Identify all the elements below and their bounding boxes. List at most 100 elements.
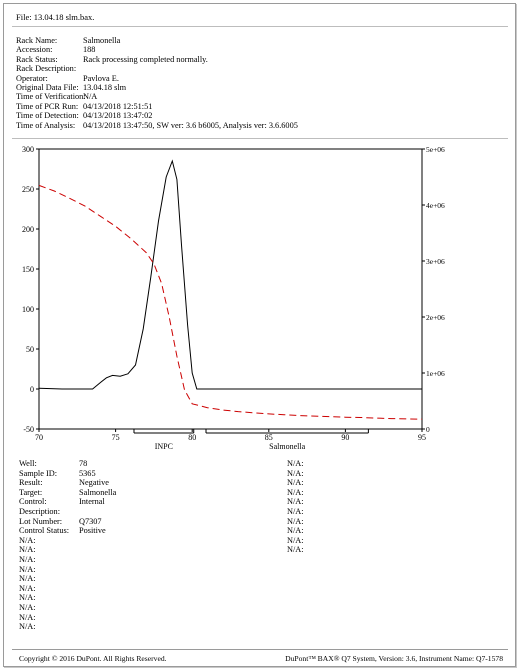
well-label: Lot Number: (19, 516, 63, 526)
well-row: N/A: (19, 622, 116, 632)
header-divider-bottom (12, 138, 508, 139)
well-info-right: N/A: N/A: N/A: N/A: N/A: N/A: N/A: N/A: N/A: N/A: (287, 459, 304, 555)
well-row: N/A: (19, 545, 116, 555)
info-label: Rack Name: (16, 36, 58, 45)
well-value: Q7307 (79, 516, 102, 526)
y-tick-label: -50 (23, 425, 34, 434)
well-value: Negative (79, 478, 109, 488)
well-label: N/A: (19, 564, 36, 574)
well-right-label: N/A: (287, 497, 304, 507)
well-row: Control Status: Positive (19, 526, 116, 536)
well-row: N/A: (19, 536, 116, 546)
y2-tick-label: 0 (426, 425, 430, 434)
well-row: Result: Negative (19, 478, 116, 488)
well-right-label: N/A: (287, 516, 304, 526)
info-row: Time of Analysis: 04/13/2018 13:47:50, SW… (16, 121, 298, 130)
well-row: Well: 78 (19, 459, 116, 469)
well-value: 5365 (79, 468, 96, 478)
file-name: File: 13.04.18 slm.bax. (16, 12, 95, 22)
well-right-label: N/A: (287, 468, 304, 478)
info-label: Rack Description: (16, 64, 77, 74)
well-right-label: N/A: (287, 487, 304, 497)
melt-curve-chart: 70 75 80 85 90 95 300 250 200 150 100 50 0 -50 5e+06 4e… (22, 145, 445, 451)
well-info-left: Well: 78 Sample ID: 5365 Result: Negative Targ… (19, 459, 116, 632)
well-label: N/A: (19, 554, 36, 564)
info-row: Rack Name: Salmonella (16, 36, 298, 45)
well-row: Sample ID: 5365 (19, 469, 116, 479)
y2-tick-label: 1e+06 (426, 369, 445, 378)
x-tick-label: 85 (265, 433, 273, 442)
info-value: 04/13/2018 13:47:02 (83, 111, 153, 121)
well-right-label: N/A: (287, 535, 304, 545)
plot-frame (38, 148, 423, 430)
well-label: N/A: (19, 593, 36, 603)
well-right-label: N/A: (287, 526, 304, 536)
x-tick-label: 70 (35, 433, 43, 442)
well-right-label: N/A: (287, 545, 304, 555)
info-label: Time of Analysis: (16, 120, 76, 130)
y-tick-label: 50 (26, 345, 34, 354)
info-label: Accession: (16, 45, 53, 55)
info-value: N/A (83, 92, 98, 102)
well-row: N/A: (19, 565, 116, 575)
well-label: N/A: (19, 574, 36, 584)
info-row: Rack Description: (16, 64, 298, 73)
info-row: Accession: 188 (16, 45, 298, 54)
target-label: INPC (155, 442, 173, 451)
well-label: Description: (19, 506, 61, 516)
well-row: N/A: (19, 574, 116, 584)
derivative-curve (38, 184, 423, 420)
well-row: N/A: (19, 584, 116, 594)
x-tick-label: 80 (188, 433, 196, 442)
well-row: Control: Internal (19, 497, 116, 507)
well-value: Positive (79, 526, 106, 536)
y-tick-label: 300 (22, 145, 34, 154)
y2-tick-label: 3e+06 (426, 257, 445, 266)
well-label: N/A: (19, 602, 36, 612)
info-row: Time of PCR Run: 04/13/2018 12:51:51 (16, 102, 298, 111)
info-label: Original Data File: (16, 83, 79, 93)
info-value: Salmonella (83, 36, 121, 45)
x-tick-label: 75 (112, 433, 120, 442)
info-row: Operator: Pavlova E. (16, 74, 298, 83)
report-page (3, 3, 516, 667)
rack-info-table: Rack Name: Salmonella Accession: 188 Rack St… (16, 36, 298, 130)
well-row: Lot Number: Q7307 (19, 517, 116, 527)
well-label: N/A: (19, 622, 36, 632)
well-row: N/A: (19, 613, 116, 623)
well-row: N/A: (19, 603, 116, 613)
well-right-label: N/A: (287, 478, 304, 488)
y-tick-label: 150 (22, 265, 34, 274)
y-tick-label: 250 (22, 185, 34, 194)
well-label: Sample ID: (19, 468, 58, 478)
well-label: N/A: (19, 535, 36, 545)
well-row: N/A: (19, 555, 116, 565)
well-label: N/A: (19, 545, 36, 555)
header-divider-top (12, 26, 508, 27)
well-label: Control Status: (19, 526, 70, 536)
well-row: Target: Salmonella (19, 488, 116, 498)
y-tick-label: 0 (30, 385, 34, 394)
info-row: Rack Status: Rack processing completed no… (16, 55, 298, 64)
info-label: Time of PCR Run: (16, 101, 79, 111)
info-row: Time of Detection: 04/13/2018 13:47:02 (16, 111, 298, 120)
y2-tick-label: 2e+06 (426, 313, 445, 322)
info-label: Time of Verification: (16, 92, 86, 102)
system-info-text: DuPont™ BAX® Q7 System, Version: 3.6, In… (285, 654, 503, 663)
info-value: 04/13/2018 12:51:51 (83, 101, 153, 111)
info-value: 188 (83, 45, 96, 55)
well-value: Internal (79, 497, 105, 507)
well-label: Control: (19, 497, 47, 507)
well-right-label: N/A: (287, 506, 304, 516)
well-label: Result: (19, 478, 43, 488)
info-value: 04/13/2018 13:47:50, SW ver: 3.6 b6005, … (83, 120, 298, 130)
x-tick-label: 95 (418, 433, 426, 442)
well-row: N/A: (19, 593, 116, 603)
well-value: 78 (79, 459, 88, 468)
well-label: N/A: (19, 612, 36, 622)
well-right-label: N/A: (287, 459, 304, 468)
info-value: Rack processing completed normally. (83, 54, 208, 64)
well-value: Salmonella (79, 487, 117, 497)
y2-tick-label: 4e+06 (426, 201, 445, 210)
well-label: N/A: (19, 583, 36, 593)
